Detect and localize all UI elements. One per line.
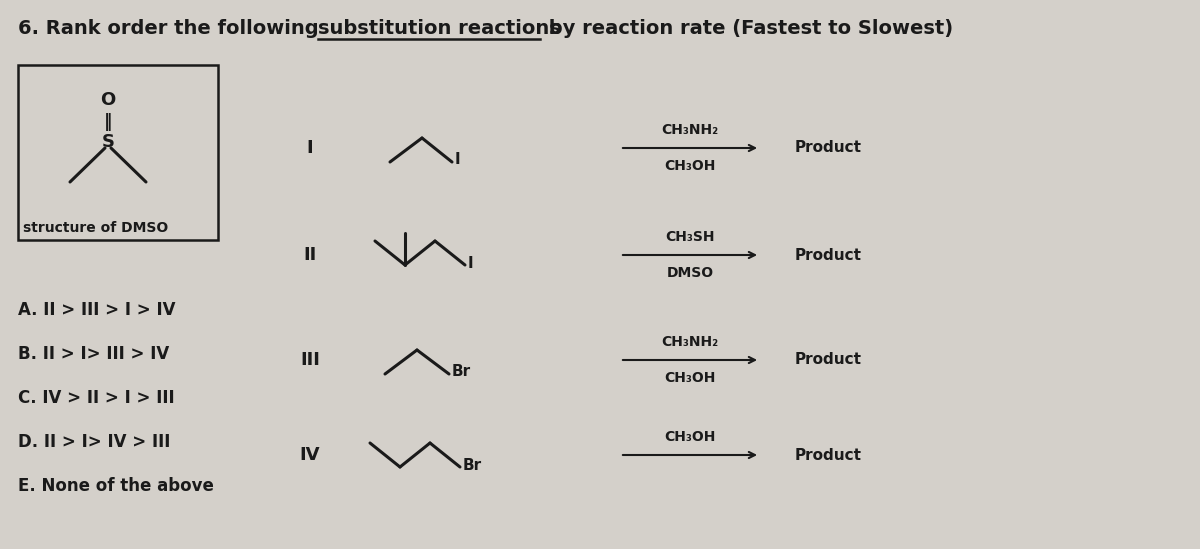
Text: I: I [455,153,461,167]
Text: ‖: ‖ [104,113,112,131]
Text: Product: Product [796,447,862,462]
Text: CH₃SH: CH₃SH [665,230,715,244]
Text: Product: Product [796,248,862,262]
Text: CH₃OH: CH₃OH [665,430,715,444]
Text: I: I [307,139,313,157]
Text: IV: IV [300,446,320,464]
Text: CH₃NH₂: CH₃NH₂ [661,335,719,349]
Text: DMSO: DMSO [666,266,714,280]
Text: Product: Product [796,141,862,155]
Text: A. II > III > I > IV: A. II > III > I > IV [18,301,175,319]
Text: D. II > I> IV > III: D. II > I> IV > III [18,433,170,451]
Text: CH₃NH₂: CH₃NH₂ [661,123,719,137]
Text: III: III [300,351,320,369]
Bar [18,65,218,240]
Text: II: II [304,246,317,264]
Text: CH₃OH: CH₃OH [665,159,715,173]
Text: 6. Rank order the following: 6. Rank order the following [18,19,325,37]
Text: Product: Product [796,352,862,367]
Text: structure of DMSO: structure of DMSO [23,221,168,235]
Text: by reaction rate (Fastest to Slowest): by reaction rate (Fastest to Slowest) [542,19,953,37]
Text: Br: Br [452,365,472,379]
Text: CH₃OH: CH₃OH [665,371,715,385]
Text: O: O [101,91,115,109]
Text: substitution reactions: substitution reactions [318,19,560,37]
Text: E. None of the above: E. None of the above [18,477,214,495]
Text: S: S [102,133,114,151]
Text: B. II > I> III > IV: B. II > I> III > IV [18,345,169,363]
Text: Br: Br [463,457,482,473]
Text: I: I [468,255,474,271]
Text: C. IV > II > I > III: C. IV > II > I > III [18,389,175,407]
